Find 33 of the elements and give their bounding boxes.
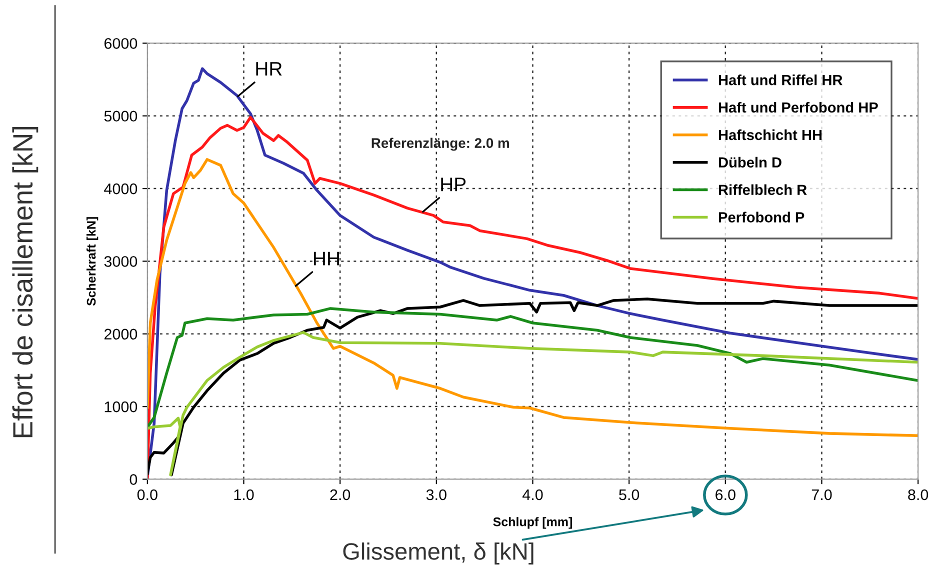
annotation: HP xyxy=(441,178,466,192)
x-tick-label: 1.0 xyxy=(234,489,254,500)
x-tick-label: 8.0 xyxy=(908,489,928,500)
text: Effort de cisaillement [kN] xyxy=(12,126,38,438)
x-tick-label: 7.0 xyxy=(812,489,832,500)
x-axis-title: Schlupf [mm] xyxy=(493,517,572,529)
line-series xyxy=(147,158,918,438)
x-tick-label: 2.0 xyxy=(330,489,350,500)
y-tick-label: 5000 xyxy=(104,110,138,122)
legend-label: Riffelblech R xyxy=(718,184,807,196)
y-tick-label: 6000 xyxy=(104,38,138,49)
y-tick-label: 1000 xyxy=(104,401,138,412)
annotation: HH xyxy=(314,252,339,266)
legend-label: Haftschicht HH xyxy=(718,129,822,140)
x-tick-label: 4.0 xyxy=(522,489,543,500)
legend-label: Haft und Riffel HR xyxy=(718,74,842,86)
text: Glissement, δ [kN] xyxy=(343,542,534,564)
y-tick-label: 0 xyxy=(130,474,138,485)
x-tick-label: 5.0 xyxy=(619,489,640,500)
line-series xyxy=(147,331,918,476)
y-tick-label: 3000 xyxy=(104,256,138,267)
y-tick-label: 2000 xyxy=(104,328,138,340)
annotation: Referenzlänge: 2.0 m xyxy=(372,138,509,151)
legend-label: Haft und Perfobond HP xyxy=(718,102,878,113)
legend-label: Perfobond P xyxy=(718,212,804,222)
x-tick-label: 0.0 xyxy=(137,489,158,500)
y-tick-label: 4000 xyxy=(104,183,138,194)
x-tick-label: 3.0 xyxy=(426,489,446,500)
x-tick-label: 6.0 xyxy=(716,489,736,500)
annotation: HR xyxy=(256,62,282,76)
line-series xyxy=(147,307,918,429)
legend-label: Dübeln D xyxy=(718,156,782,168)
y-axis-title: Scherkraft [kN] xyxy=(86,217,98,306)
